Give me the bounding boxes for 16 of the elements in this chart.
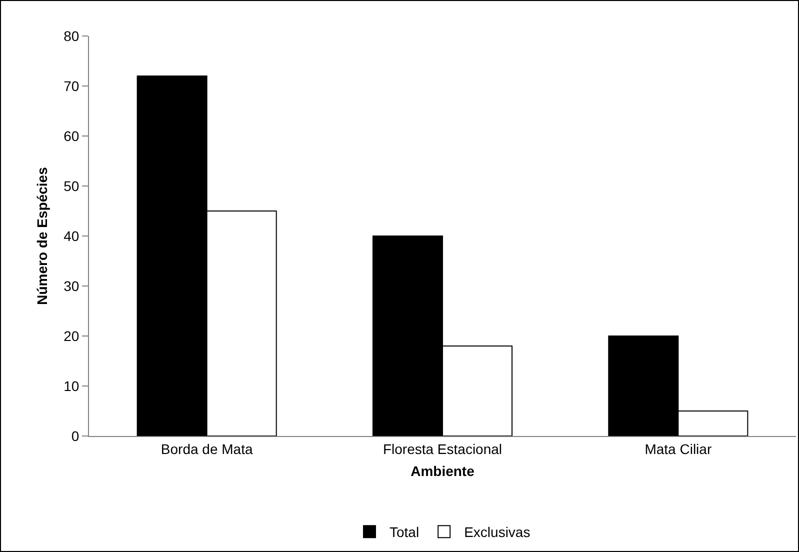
y-tick-label: 40 [64,228,80,244]
legend-label: Total [390,524,420,540]
y-tick-label: 10 [64,378,80,394]
y-tick-label: 80 [64,28,80,44]
x-axis-title: Ambiente [410,463,475,480]
y-tick-label: 20 [64,328,80,344]
y-tick-label: 50 [64,178,80,194]
legend-label: Exclusivas [464,524,530,540]
x-tick-label: Mata Ciliar [644,440,712,457]
y-tick-label: 70 [64,78,80,94]
x-tick-label: Floresta Estacional [382,440,502,457]
y-tick-label: 30 [64,278,80,294]
x-tick-label: Borda de Mata [160,440,253,457]
y-tick-label: 0 [71,428,80,444]
y-tick-label: 60 [64,128,80,144]
y-axis-title: Número de Espécies [34,166,50,305]
